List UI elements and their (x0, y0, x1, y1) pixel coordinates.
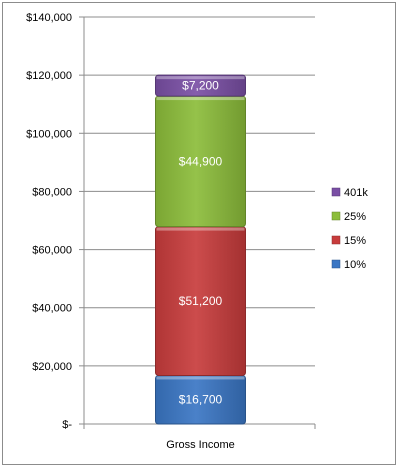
axes: $- $20,000 $40,000 $60,000 $80,000 $100,000 $1… (26, 12, 316, 451)
legend-swatch (331, 211, 341, 221)
y-tick-label: $- (62, 419, 72, 431)
data-label: $51,200 (179, 294, 223, 308)
data-label: $44,900 (179, 154, 223, 168)
bar-highlight (156, 97, 245, 101)
data-label: $7,200 (182, 79, 219, 93)
legend-swatch (331, 187, 341, 197)
y-tick-label: $140,000 (26, 12, 72, 24)
x-tick-label: Gross Income (166, 439, 234, 451)
y-tick-label: $120,000 (26, 70, 72, 82)
legend-label: 15% (344, 235, 366, 247)
legend-label: 10% (344, 259, 366, 271)
legend-label: 401k (344, 187, 368, 199)
data-labels: $16,700 $51,200 $44,900 $7,200 (179, 79, 223, 407)
y-tick-label: $20,000 (32, 361, 72, 373)
legend-swatch (331, 259, 341, 269)
bar-highlight (156, 376, 245, 380)
bar-highlight (156, 227, 245, 231)
legend-swatch (331, 235, 341, 245)
bar-segment-401k (155, 74, 246, 97)
y-tick-label: $100,000 (26, 128, 72, 140)
y-tick-label: $40,000 (32, 303, 72, 315)
y-tick-label: $60,000 (32, 245, 72, 257)
legend-label: 25% (344, 211, 366, 223)
data-label: $16,700 (179, 393, 223, 407)
bar-highlight (156, 76, 245, 80)
legend: 401k 25% 15% 10% (331, 187, 368, 271)
bars (155, 74, 246, 425)
y-tick-label: $80,000 (32, 186, 72, 198)
